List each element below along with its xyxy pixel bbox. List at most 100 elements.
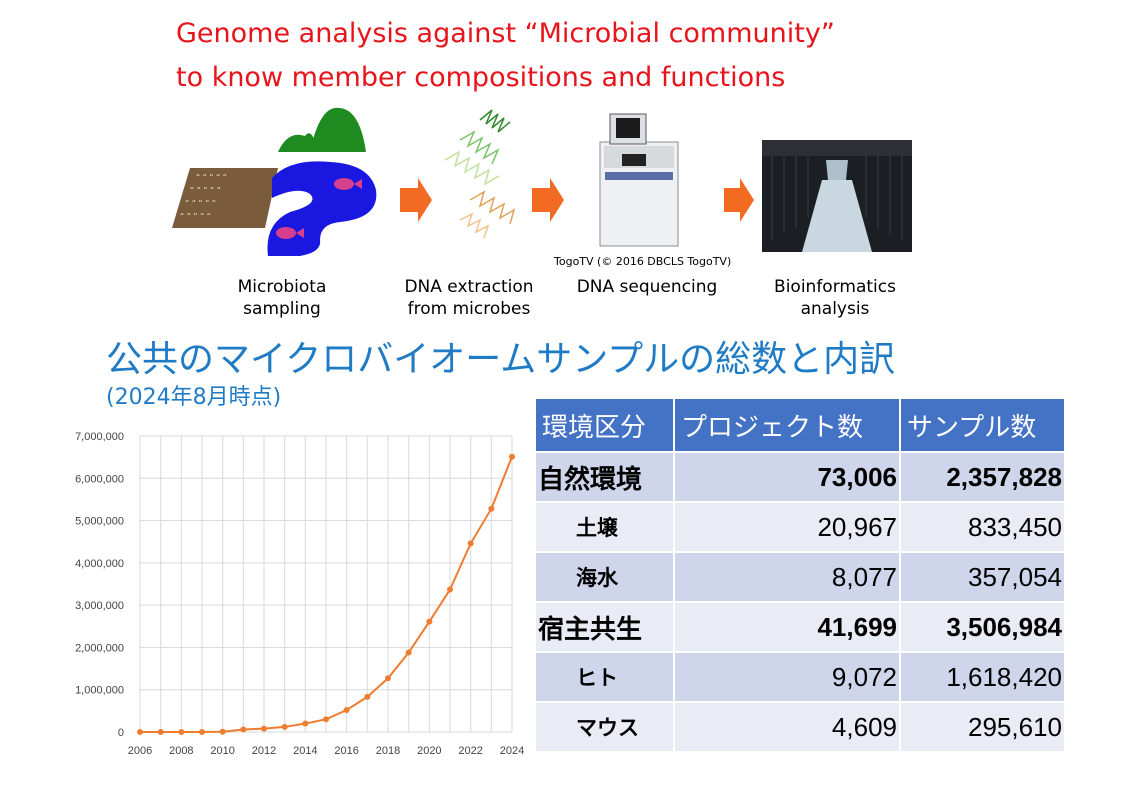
- data-point: [178, 729, 185, 735]
- x-tick-label: 2014: [293, 745, 317, 757]
- y-tick-label: 3,000,000: [75, 600, 124, 612]
- project-count: 8,077: [675, 553, 899, 601]
- x-tick-label: 2024: [500, 745, 524, 757]
- table-row: 宿主共生 41,699 3,506,984: [536, 603, 1064, 651]
- workflow-illustration: “ “ “ “ “ “ “ “ “ “ “ “ “ “ “ “ “ “ “ “: [172, 107, 912, 256]
- x-tick-label: 2022: [458, 745, 482, 757]
- x-tick-label: 2012: [252, 745, 276, 757]
- step-label-line: DNA extraction: [404, 277, 534, 297]
- arrow-right-icon: [724, 178, 754, 222]
- sample-count: 1,618,420: [901, 653, 1064, 701]
- step-label-line: Microbiota: [237, 277, 327, 297]
- data-point: [137, 729, 143, 735]
- header-projects: プロジェクト数: [675, 399, 899, 451]
- arrow-right-icon: [400, 178, 432, 222]
- step-label-line: sampling: [243, 299, 321, 319]
- svg-text:“ “ “ “ “: “ “ “ “ “: [180, 212, 211, 221]
- y-tick-label: 2,000,000: [75, 642, 124, 654]
- row-label: ヒト: [536, 653, 673, 701]
- sample-count: 295,610: [901, 703, 1064, 751]
- svg-text:“ “ “ “ “: “ “ “ “ “: [190, 186, 221, 195]
- chart-grid: [139, 435, 513, 733]
- project-count: 9,072: [675, 653, 899, 701]
- title-line-2: to know member compositions and function…: [176, 62, 786, 93]
- data-point: [261, 725, 267, 732]
- data-point: [240, 726, 247, 733]
- header-category: 環境区分: [536, 399, 673, 451]
- title-line-1: Genome analysis against “Microbial commu…: [176, 18, 835, 49]
- row-label: マウス: [536, 703, 673, 751]
- sample-count: 3,506,984: [901, 603, 1064, 651]
- y-axis-ticks: 0 1,000,000 2,000,000 3,000,000 4,000,000 5,0…: [75, 431, 124, 739]
- server-room-image: [762, 140, 912, 252]
- sample-count: 357,054: [901, 553, 1064, 601]
- x-tick-label: 2010: [210, 745, 234, 757]
- step-label-extraction: DNA extraction from microbes: [384, 276, 554, 320]
- mountain-icon: [278, 107, 366, 152]
- data-point: [488, 505, 495, 512]
- row-label: 海水: [536, 553, 673, 601]
- sequencer-icon: [599, 113, 679, 247]
- data-point: [199, 729, 205, 735]
- data-point: [323, 716, 329, 723]
- step-label-sequencing: DNA sequencing: [562, 276, 732, 298]
- arrow-right-icon: [532, 178, 564, 222]
- data-point: [447, 586, 453, 593]
- image-credit: TogoTV (© 2016 DBCLS TogoTV): [554, 255, 732, 268]
- x-tick-label: 2006: [128, 745, 152, 757]
- header-samples: サンプル数: [901, 399, 1064, 451]
- table-row: 自然環境 73,006 2,357,828: [536, 453, 1064, 501]
- sample-count: 833,450: [901, 503, 1064, 551]
- dna-strands-icon: [444, 109, 516, 239]
- svg-text:“ “ “ “ “: “ “ “ “ “: [196, 173, 227, 182]
- step-label-sampling: Microbiota sampling: [197, 276, 367, 320]
- step-label-bioinformatics: Bioinformatics analysis: [750, 276, 920, 320]
- y-tick-label: 6,000,000: [75, 473, 124, 485]
- y-tick-label: 7,000,000: [75, 431, 124, 443]
- slide-title: Genome analysis against “Microbial commu…: [176, 12, 835, 100]
- chart-series: [137, 453, 515, 735]
- data-point: [219, 728, 226, 735]
- project-count: 20,967: [675, 503, 899, 551]
- step-label-line: Bioinformatics: [774, 277, 896, 297]
- sample-breakdown-table: 環境区分 プロジェクト数 サンプル数 自然環境 73,006 2,357,828 土壌…: [534, 397, 1066, 753]
- row-label: 土壌: [536, 503, 673, 551]
- data-point: [405, 649, 412, 656]
- section-heading: 公共のマイクロバイオームサンプルの総数と内訳: [106, 339, 896, 380]
- x-tick-label: 2016: [334, 745, 358, 757]
- step-label-line: analysis: [800, 299, 870, 319]
- x-tick-label: 2018: [376, 745, 400, 757]
- table-row: マウス 4,609 295,610: [536, 703, 1064, 751]
- step-label-line: DNA sequencing: [576, 277, 718, 297]
- data-point: [157, 729, 164, 735]
- data-point: [509, 453, 515, 460]
- section-subheading: (2024年8月時点): [106, 385, 282, 410]
- table-header-row: 環境区分 プロジェクト数 サンプル数: [536, 399, 1064, 451]
- svg-text:“ “ “ “ “: “ “ “ “ “: [185, 199, 216, 208]
- table-row: ヒト 9,072 1,618,420: [536, 653, 1064, 701]
- soil-field-icon: “ “ “ “ “ “ “ “ “ “ “ “ “ “ “ “ “ “ “ “: [172, 168, 278, 228]
- project-count: 4,609: [675, 703, 899, 751]
- y-tick-label: 5,000,000: [75, 516, 124, 528]
- data-point: [364, 693, 371, 700]
- data-point: [343, 707, 350, 714]
- data-point: [281, 723, 288, 730]
- data-point: [302, 720, 309, 727]
- data-point: [426, 618, 433, 625]
- row-label: 自然環境: [536, 453, 673, 501]
- data-point: [467, 540, 474, 547]
- project-count: 73,006: [675, 453, 899, 501]
- x-tick-label: 2020: [417, 745, 441, 757]
- step-label-line: from microbes: [407, 299, 531, 319]
- table-row: 海水 8,077 357,054: [536, 553, 1064, 601]
- row-label: 宿主共生: [536, 603, 673, 651]
- x-axis-ticks: 2006 2008 2010 2012 2014 2016 2018 2020 2022 2024: [128, 745, 524, 757]
- table-row: 土壌 20,967 833,450: [536, 503, 1064, 551]
- y-tick-label: 1,000,000: [75, 685, 124, 697]
- sample-count: 2,357,828: [901, 453, 1064, 501]
- project-count: 41,699: [675, 603, 899, 651]
- samples-line-chart: 0 1,000,000 2,000,000 3,000,000 4,000,000 5,0…: [75, 431, 524, 757]
- y-tick-label: 0: [118, 727, 124, 739]
- y-tick-label: 4,000,000: [75, 558, 124, 570]
- river-icon: [267, 161, 377, 256]
